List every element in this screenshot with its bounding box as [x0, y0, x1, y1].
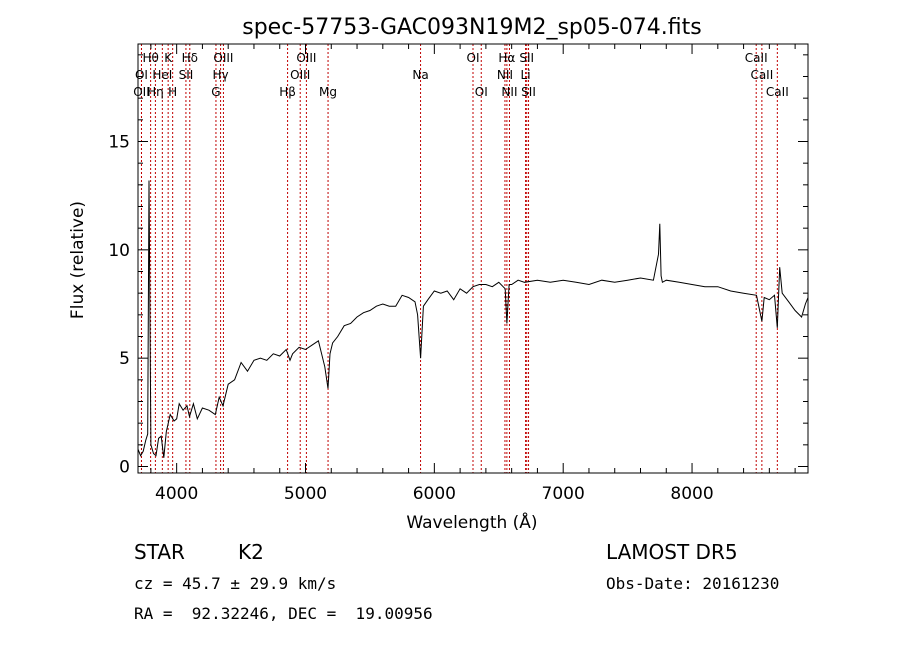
plot-frame: [137, 43, 809, 474]
spectral-line-label: Na: [412, 68, 428, 82]
x-tick-label: 8000: [670, 484, 713, 504]
chart-title: spec-57753-GAC093N19M2_sp05-074.fits: [242, 15, 702, 40]
spectral-line-label: Mg: [319, 85, 337, 99]
spectral-line-label: HeI: [152, 68, 172, 82]
spectral-line-label: NII: [497, 68, 513, 82]
spectral-line-label: Hθ: [142, 51, 158, 65]
spectral-line-label: Hα: [498, 51, 515, 65]
spectral-line-label: OIII: [213, 51, 233, 65]
spectral-line-label: H: [168, 85, 177, 99]
x-axis-ticks: 4000 5000 6000 7000 8000: [150, 44, 796, 504]
x-tick-label: 5000: [284, 484, 327, 504]
object-subclass: K2: [238, 540, 264, 564]
y-tick-label: 15: [108, 133, 130, 153]
observation-date: Obs-Date: 20161230: [606, 574, 780, 593]
spectral-line-labels: Hθ OII OI Hη HeI K H Hδ SII OIII Hγ G Hβ OIII OIII Mg Na…: [133, 51, 789, 99]
spectral-line-label: SII: [179, 68, 194, 82]
x-tick-label: 4000: [155, 484, 198, 504]
spectral-line-label: Li: [521, 68, 531, 82]
x-axis-label: Wavelength (Å): [406, 511, 537, 533]
object-class: STAR: [134, 540, 185, 564]
survey-name: LAMOST DR5: [606, 540, 738, 564]
spectral-line-label: OI: [475, 85, 488, 99]
redshift-velocity: cz = 45.7 ± 29.9 km/s: [134, 574, 337, 593]
y-tick-label: 0: [119, 458, 130, 478]
y-tick-label: 5: [119, 349, 130, 369]
spectral-line-label: OIII: [290, 68, 310, 82]
spectrum-chart: spec-57753-GAC093N19M2_sp05-074.fits Hθ O…: [68, 15, 809, 533]
spectral-line-label: Hβ: [279, 85, 296, 99]
ra-dec-coordinates: RA = 92.32246, DEC = 19.00956: [134, 604, 433, 623]
spectral-line-label: OI: [135, 68, 148, 82]
spectral-line-label: K: [164, 51, 173, 65]
spectral-line-label: CaII: [745, 51, 768, 65]
x-tick-label: 6000: [413, 484, 456, 504]
spectrum-series-line: [137, 180, 809, 458]
spectral-line-label: SII: [521, 85, 536, 99]
x-tick-label: 7000: [542, 484, 585, 504]
spectral-line-label: Hγ: [213, 68, 229, 82]
spectral-line-label: OII: [133, 85, 150, 99]
spectral-line-label: CaII: [750, 68, 773, 82]
spectral-line-label: OI: [467, 51, 480, 65]
y-axis-label: Flux (relative): [68, 201, 88, 319]
spectral-line-label: CaII: [766, 85, 789, 99]
y-tick-label: 10: [108, 241, 130, 261]
y-axis-ticks: 0 5 10 15: [108, 54, 808, 478]
spectral-line-label: G: [211, 85, 220, 99]
spectral-line-label: SII: [519, 51, 534, 65]
spectral-line-label: OIII: [296, 51, 316, 65]
spectral-line-label: NII: [501, 85, 517, 99]
spectral-line-markers: [140, 44, 778, 473]
spectral-line-label: Hδ: [182, 51, 198, 65]
spectral-line-label: Hη: [147, 85, 164, 99]
